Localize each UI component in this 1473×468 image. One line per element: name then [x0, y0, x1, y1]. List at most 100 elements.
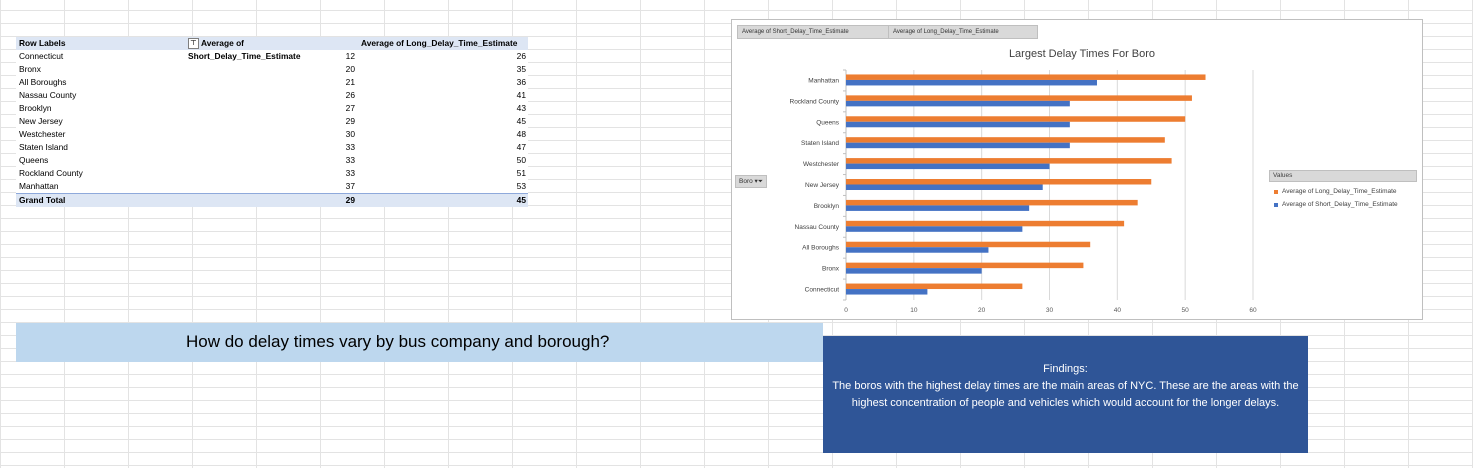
row-label[interactable]: Queens: [19, 155, 49, 165]
short-delay-value[interactable]: 30: [345, 129, 355, 139]
bar-long: [846, 220, 1125, 227]
row-label[interactable]: All Boroughs: [19, 77, 67, 87]
y-tick-label: New Jersey: [805, 182, 840, 189]
long-delay-value[interactable]: 26: [516, 51, 526, 61]
row-label[interactable]: Brooklyn: [19, 103, 52, 113]
question-banner[interactable]: How do delay times vary by bus company a…: [16, 323, 823, 362]
bar-long: [846, 179, 1152, 185]
long-delay-value[interactable]: 35: [516, 64, 526, 74]
bar-short: [846, 205, 1030, 211]
bar-long: [846, 116, 1186, 122]
bar-short: [846, 289, 928, 295]
x-tick-label: 50: [1182, 307, 1190, 314]
pivot-chart[interactable]: Average of Short_Delay_Time_Estimate Ave…: [731, 19, 1423, 320]
findings-body: The boros with the highest delay times a…: [832, 380, 1299, 409]
row-label[interactable]: Rockland County: [19, 168, 83, 178]
short-delay-value[interactable]: 12: [345, 51, 355, 61]
y-tick-label: Nassau County: [795, 224, 840, 231]
short-delay-value[interactable]: 21: [345, 77, 355, 87]
bar-short: [846, 268, 982, 274]
long-delay-value[interactable]: 45: [516, 116, 526, 126]
pivot-row: Westchester 30 48: [16, 128, 528, 141]
filter-dropdown-icon[interactable]: ▾⏷: [754, 178, 764, 185]
short-delay-value[interactable]: 33: [345, 168, 355, 178]
long-delay-value[interactable]: 43: [516, 103, 526, 113]
grand-total-row: Grand Total 29 45: [16, 193, 528, 207]
pivot-header-row: Row Labels ⊤ Average of Short_Delay_Time_…: [16, 37, 528, 61]
x-tick-label: 20: [978, 307, 986, 314]
short-delay-value[interactable]: 37: [345, 181, 355, 191]
bar-long: [846, 137, 1165, 143]
pivot-row: Bronx 20 35: [16, 63, 528, 76]
x-tick-label: 0: [844, 307, 848, 314]
row-label[interactable]: Connecticut: [19, 51, 64, 61]
long-delay-value[interactable]: 51: [516, 168, 526, 178]
legend-swatch-long: [1274, 189, 1278, 194]
y-tick-label: Brooklyn: [814, 203, 840, 210]
short-delay-value[interactable]: 27: [345, 103, 355, 113]
long-delay-value[interactable]: 53: [516, 181, 526, 191]
legend-swatch-short: [1274, 202, 1278, 207]
bar-short: [846, 142, 1070, 149]
y-tick-label: All Boroughs: [802, 245, 840, 252]
y-tick-label: Westchester: [803, 161, 840, 168]
long-delay-value[interactable]: 50: [516, 155, 526, 165]
pivot-row: New Jersey 29 45: [16, 115, 528, 128]
bar-long: [846, 199, 1138, 206]
bar-chart-plot: 0 10 20 30 40 50 60 Manhattan Rockland County Que…: [790, 69, 1257, 314]
bar-short: [846, 163, 1050, 170]
chart-title: Largest Delay Times For Boro: [1008, 48, 1156, 60]
question-text: How do delay times vary by bus company a…: [186, 332, 610, 351]
row-label[interactable]: Manhattan: [19, 181, 59, 191]
long-delay-value[interactable]: 47: [516, 142, 526, 152]
legend-item-long: Average of Long_Delay_Time_Estimate: [1269, 188, 1417, 195]
pivot-row: Queens 33 50: [16, 154, 528, 167]
row-label[interactable]: Bronx: [19, 64, 41, 74]
short-delay-value[interactable]: 20: [345, 64, 355, 74]
bar-long: [846, 74, 1206, 80]
y-tick-label: Connecticut: [805, 287, 840, 294]
chart-legend: Values Average of Long_Delay_Time_Estima…: [1269, 170, 1417, 208]
row-label[interactable]: Nassau County: [19, 90, 77, 100]
y-tick-label: Bronx: [822, 266, 840, 273]
bar-short: [846, 100, 1070, 107]
bar-long: [846, 283, 1023, 290]
pivot-row: Manhattan 37 53: [16, 180, 528, 193]
short-delay-value[interactable]: 33: [345, 142, 355, 152]
row-label[interactable]: Staten Island: [19, 142, 68, 152]
short-delay-value[interactable]: 29: [345, 116, 355, 126]
legend-title: Values: [1269, 170, 1417, 182]
grand-total-short[interactable]: 29: [345, 195, 355, 205]
y-tick-label: Staten Island: [801, 140, 839, 147]
bar-long: [846, 262, 1084, 269]
long-delay-value[interactable]: 41: [516, 90, 526, 100]
row-label[interactable]: New Jersey: [19, 116, 63, 126]
row-labels-header[interactable]: Row Labels: [19, 38, 66, 48]
long-delay-header[interactable]: Average of Long_Delay_Time_Estimate: [361, 38, 518, 48]
grand-total-label[interactable]: Grand Total: [19, 195, 66, 205]
findings-box[interactable]: Findings: The boros with the highest del…: [823, 336, 1308, 453]
findings-heading: Findings:: [1043, 363, 1088, 375]
y-tick-label: Rockland County: [790, 98, 840, 105]
bar-short: [846, 184, 1043, 190]
pivot-row: Staten Island 33 47: [16, 141, 528, 154]
grand-total-long[interactable]: 45: [516, 195, 526, 205]
x-tick-label: 30: [1046, 307, 1054, 314]
row-label[interactable]: Westchester: [19, 129, 66, 139]
field-button-long-delay[interactable]: Average of Long_Delay_Time_Estimate: [888, 25, 1038, 39]
short-delay-value[interactable]: 26: [345, 90, 355, 100]
short-delay-value[interactable]: 33: [345, 155, 355, 165]
long-delay-value[interactable]: 48: [516, 129, 526, 139]
boro-field-button[interactable]: Boro ▾⏷: [735, 175, 768, 188]
pivot-row: Nassau County 26 41: [16, 89, 528, 102]
short-delay-header[interactable]: ⊤ Average of Short_Delay_Time_Estimate: [188, 38, 301, 61]
bar-long: [846, 158, 1172, 164]
bar-short: [846, 121, 1070, 128]
bar-short: [846, 247, 989, 253]
pivot-row: Rockland County 33 51: [16, 167, 528, 180]
filter-icon[interactable]: ⊤: [188, 38, 199, 50]
pivot-row: Brooklyn 27 43: [16, 102, 528, 115]
x-tick-label: 10: [910, 307, 918, 314]
long-delay-value[interactable]: 36: [516, 77, 526, 87]
bar-short: [846, 226, 1023, 232]
